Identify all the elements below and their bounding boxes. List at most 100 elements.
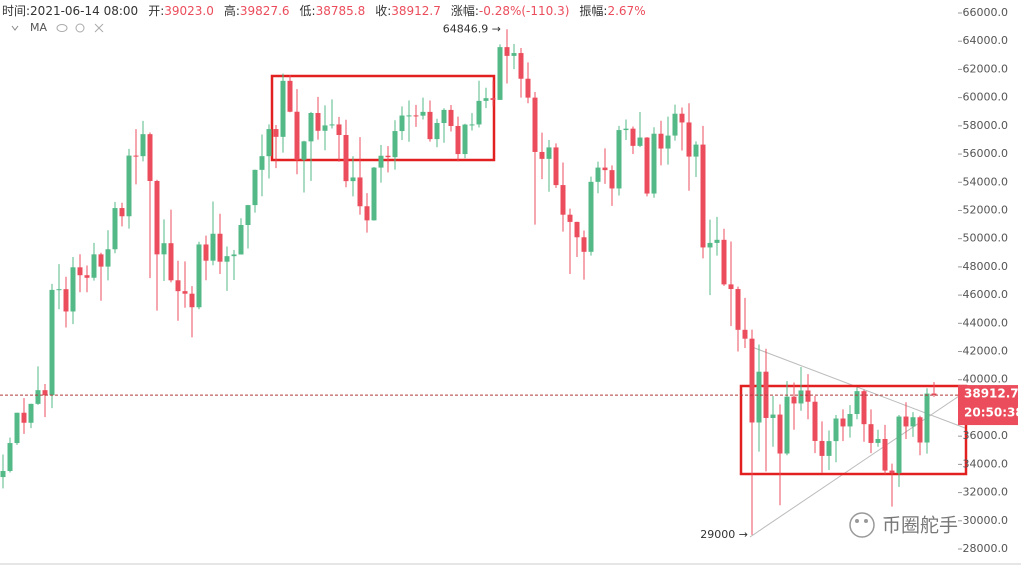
candle-body [672, 113, 678, 136]
candle-body [539, 151, 545, 159]
candle-body [182, 291, 188, 294]
header-value: 39023.0 [164, 4, 214, 18]
y-tick-label: 30000.0 [963, 514, 1009, 527]
y-tick-label: 52000.0 [963, 203, 1009, 216]
candle-body [371, 167, 377, 221]
y-tick-label: 56000.0 [963, 147, 1009, 160]
candle-body [679, 113, 685, 123]
candle-body [910, 417, 916, 427]
candle-body [903, 416, 909, 427]
candle-body [791, 396, 797, 404]
candle-body [413, 115, 419, 117]
candle-body [455, 125, 461, 155]
candle-body [168, 243, 174, 281]
candle-body [889, 470, 895, 474]
y-tick-label: 54000.0 [963, 175, 1009, 188]
candle-body [63, 289, 69, 312]
price-tag-label: 38912.7 [964, 387, 1019, 401]
candle-body [812, 401, 818, 441]
candle-body [714, 239, 720, 243]
candle-body [70, 267, 76, 312]
candle-body [567, 214, 573, 222]
candle-body [504, 47, 510, 56]
candle-body [770, 414, 776, 418]
candle-body [427, 111, 433, 140]
candle-body [553, 147, 559, 186]
candle-body [42, 390, 48, 396]
candle-body [231, 254, 237, 257]
candle-body [728, 284, 734, 290]
candle-body [392, 131, 398, 158]
candle-body [917, 417, 923, 443]
y-tick-label: 34000.0 [963, 457, 1009, 470]
header-value: -0.28%(-110.3) [478, 4, 570, 18]
candle-body [266, 129, 272, 157]
candle-body [154, 180, 160, 255]
candle-body [616, 130, 622, 189]
candle-body [847, 414, 853, 427]
candle-body [406, 115, 412, 117]
candle-body [203, 244, 209, 261]
candle-body [784, 396, 790, 454]
candle-body [280, 80, 286, 137]
y-tick-label: 58000.0 [963, 119, 1009, 132]
y-tick-label: 64000.0 [963, 34, 1009, 47]
candle-body [238, 225, 244, 255]
candle-body [0, 470, 6, 478]
candle-body [350, 177, 356, 182]
candle-body [896, 416, 902, 474]
annotation: 64846.9 → [443, 22, 501, 35]
candles [0, 29, 937, 535]
y-tick-label: 36000.0 [963, 429, 1009, 442]
candle-body [497, 47, 503, 100]
y-tick-label: 46000.0 [963, 288, 1009, 301]
watermark-text: 币圈舵手 [882, 515, 958, 537]
candle-body [140, 134, 146, 157]
header-value: 39827.6 [239, 4, 290, 18]
y-tick-label: 42000.0 [963, 345, 1009, 358]
candle-body [749, 338, 755, 423]
candle-body [7, 443, 13, 471]
candle-body [595, 167, 601, 182]
candle-body [273, 129, 279, 137]
candle-body [119, 208, 125, 217]
candle-body [112, 208, 118, 250]
y-tick-label: 32000.0 [963, 486, 1009, 499]
candle-body [924, 393, 930, 443]
countdown-label: 20:50:38 [964, 406, 1021, 420]
candle-body [805, 390, 811, 402]
candle-body [399, 115, 405, 132]
candle-body [462, 124, 468, 155]
candle-body [441, 109, 447, 124]
header-label: 时间: [2, 4, 31, 18]
candle-body [840, 418, 846, 427]
y-tick-label: 48000.0 [963, 260, 1009, 273]
candle-body [245, 205, 251, 226]
candle-body [84, 275, 90, 278]
price-tag [958, 385, 1018, 426]
candle-body [777, 414, 783, 454]
candle-body [224, 256, 230, 262]
header-label: 振幅: [579, 4, 608, 18]
candle-body [560, 185, 566, 215]
candle-body [931, 393, 937, 396]
candle-body [882, 438, 888, 471]
candle-body [126, 155, 132, 217]
header-label: 低: [299, 4, 316, 18]
header-label: 涨幅: [450, 4, 479, 18]
candle-body [637, 137, 643, 146]
candle-body [217, 233, 223, 262]
candle-body [315, 113, 321, 131]
candle-body [259, 156, 265, 170]
candle-body [91, 254, 97, 278]
header-value: 38912.7 [391, 4, 441, 18]
candle-body [532, 97, 538, 152]
candle-body [147, 134, 153, 181]
candle-body [196, 244, 202, 308]
candle-body [210, 233, 216, 261]
candle-body [378, 155, 384, 168]
candle-body [21, 412, 27, 423]
candle-body [588, 181, 594, 252]
candle-body [287, 80, 293, 112]
